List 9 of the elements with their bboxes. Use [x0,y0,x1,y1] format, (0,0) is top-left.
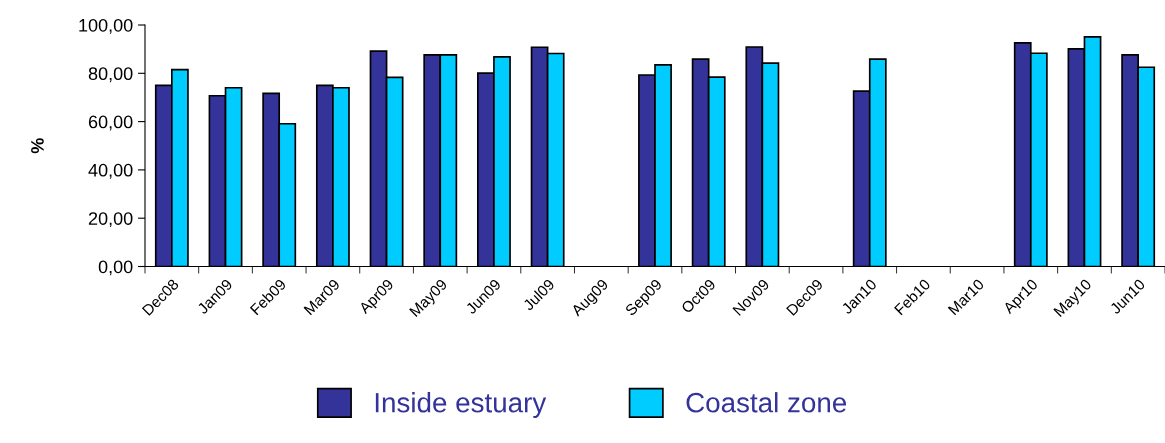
legend-label: Inside estuary [375,392,547,418]
y-tick-label: 0,00 [98,260,133,276]
y-tick-label: 100,00 [79,18,133,34]
y-tick-label: 60,00 [88,115,133,131]
y-axis-title: % [31,138,44,154]
y-tick-label: 40,00 [88,163,133,179]
y-tick-label: 20,00 [88,212,133,228]
y-tick-label: 80,00 [88,67,133,83]
legend-label: Coastal zone [686,392,847,413]
